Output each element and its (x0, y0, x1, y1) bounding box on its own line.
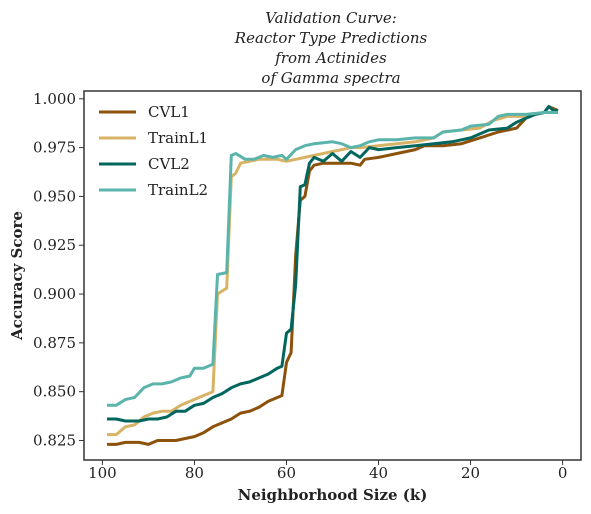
y-tick-label: 0.900 (33, 285, 76, 303)
y-tick-label: 0.975 (33, 139, 76, 157)
x-tick-label: 80 (185, 464, 204, 482)
x-tick-label: 0 (558, 464, 568, 482)
y-tick-label: 0.950 (33, 187, 76, 205)
x-tick-label: 40 (369, 464, 388, 482)
chart-title-line: of Gamma spectra (261, 69, 400, 87)
series-line-cvl2 (107, 105, 558, 423)
y-tick-label: 0.925 (33, 236, 76, 254)
legend-label-trainl1: TrainL1 (148, 129, 208, 147)
legend-label-cvl2: CVL2 (148, 155, 190, 173)
x-tick-label: 100 (88, 464, 117, 482)
series-line-trainl2 (107, 111, 558, 407)
series-lines (107, 105, 559, 446)
chart-title-line: from Actinides (274, 49, 387, 67)
y-axis-label: Accuracy Score (8, 211, 26, 341)
y-tick-label: 0.825 (33, 431, 76, 449)
legend-label-cvl1: CVL1 (148, 103, 190, 121)
chart-title-line: Validation Curve: (265, 9, 397, 27)
plot-frame (83, 90, 582, 461)
y-tick-label: 1.000 (33, 90, 76, 108)
legend-label-trainl2: TrainL2 (148, 181, 208, 199)
x-tick-label: 20 (461, 464, 480, 482)
legend: CVL1 TrainL1 CVL2 TrainL2 (99, 103, 208, 199)
y-tick-label: 0.850 (33, 383, 76, 401)
chart-title-line: Reactor Type Predictions (234, 29, 428, 47)
x-tick-label: 60 (277, 464, 296, 482)
x-axis-label: Neighborhood Size (k) (238, 486, 428, 504)
y-tick-label: 0.875 (33, 334, 76, 352)
y-axis-ticks: 0.825 0.850 0.875 0.900 0.925 0.950 0.975 1.000 (33, 90, 84, 449)
x-axis-ticks: 100 80 60 40 20 0 (88, 460, 567, 482)
chart-title: Validation Curve: Reactor Type Prediction… (234, 9, 428, 87)
